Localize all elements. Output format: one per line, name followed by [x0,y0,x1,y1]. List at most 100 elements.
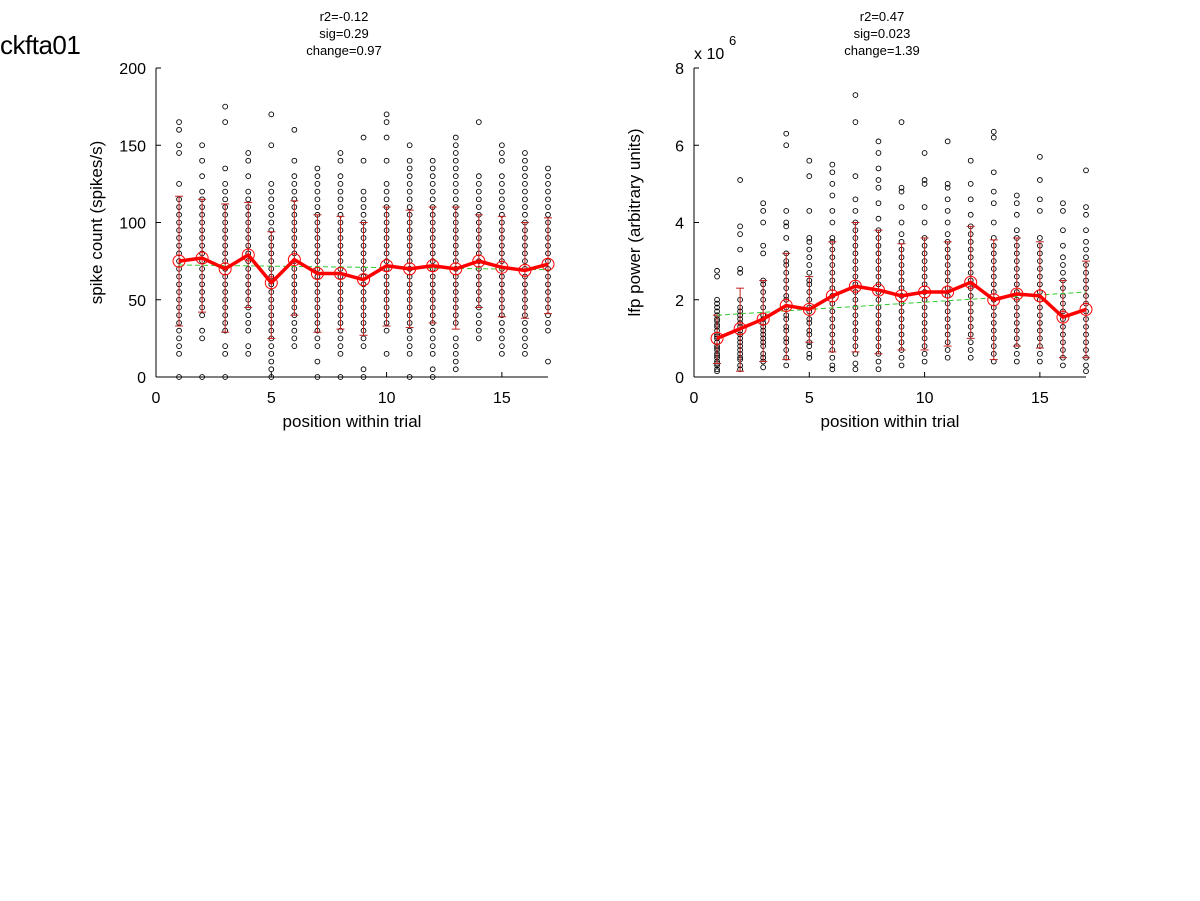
raw-data-point [967,211,974,218]
raw-data-point [176,142,182,149]
raw-data-point [875,165,882,172]
raw-data-point [314,374,321,380]
raw-data-point [268,343,275,349]
y-tick-label: 0 [675,370,684,387]
raw-data-point [499,188,505,195]
raw-data-point [783,208,790,214]
mean-marker [218,262,232,276]
stat-line: change=1.39 [844,43,920,58]
raw-data-point [268,374,275,380]
raw-data-point [314,188,321,195]
raw-data-point [1060,200,1066,207]
raw-data-point [291,173,298,180]
raw-data-point [314,204,321,210]
mean-marker [357,273,371,287]
mean-marker [426,259,440,273]
raw-data-point [222,119,229,125]
chart-panel-1: 0 50 100 150 200 0 5 10 15 position within trial s… [87,9,555,431]
raw-data-point [406,350,413,357]
raw-data-point [452,188,459,195]
raw-data-point [760,364,767,371]
mean-marker [964,275,978,289]
mean-marker [918,285,932,299]
raw-data-point [921,219,928,226]
mean-marker [733,322,747,336]
raw-data-point [875,358,882,365]
raw-data-point [406,157,413,164]
raw-data-point [806,157,813,164]
raw-data-point [737,269,743,276]
raw-data-point [806,173,813,180]
raw-data-point [1083,167,1089,174]
raw-data-point [337,196,344,203]
raw-data-point [806,269,813,276]
mean-marker [333,266,347,280]
mean-marker [472,254,486,268]
raw-data-point [314,335,321,342]
raw-data-point [429,165,436,172]
y-exponent-label: x 10 [694,46,724,63]
mean-marker [848,279,862,293]
raw-data-point [199,312,205,319]
raw-data-point [714,308,720,315]
raw-data-point [522,335,528,342]
raw-data-point [1083,246,1089,253]
mean-marker [380,259,394,273]
raw-data-point [1083,227,1089,234]
raw-data-point [1060,242,1066,249]
raw-data-point [875,177,882,183]
x-tick-label: 5 [805,390,814,407]
raw-data-point [383,327,390,334]
y-axis-label: spike count (spikes/s) [87,141,106,304]
mean-marker [518,263,532,277]
raw-data-point [176,119,182,125]
y-tick-label: 50 [128,293,146,310]
raw-data-point [245,173,252,180]
raw-data-point [176,150,182,156]
raw-data-point [475,327,482,334]
raw-data-point [199,374,205,380]
raw-data-point [291,320,298,326]
raw-data-point [499,142,505,149]
raw-data-point [852,173,859,180]
raw-data-point [268,211,275,218]
raw-data-point [1083,211,1089,218]
raw-data-point [314,196,321,203]
raw-data-point [714,300,720,307]
raw-data-point [475,320,482,326]
x-tick-label: 5 [267,390,276,407]
raw-data-point [452,173,459,180]
stat-line: r2=0.47 [860,9,904,24]
raw-data-point [176,343,182,349]
y-tick-label: 6 [675,138,684,155]
raw-data-point [337,335,344,342]
raw-data-point [806,254,813,261]
raw-data-point [199,188,205,195]
raw-data-point [944,347,951,353]
raw-data-point [967,157,974,164]
raw-data-point [314,165,321,172]
raw-data-point [1037,196,1043,203]
raw-data-point [406,196,413,203]
raw-data-point [475,335,482,342]
raw-data-point [545,204,551,210]
raw-data-point [990,128,997,135]
raw-data-point [199,142,205,149]
raw-data-point [714,366,720,373]
raw-data-point [990,188,997,195]
stat-line: sig=0.023 [854,26,911,41]
raw-data-point [522,327,528,334]
raw-data-point [783,130,790,137]
mean-marker [871,283,885,297]
raw-data-point [522,188,528,195]
raw-data-point [829,208,836,214]
raw-data-point [990,219,997,226]
raw-data-point [499,343,505,349]
mean-marker [756,312,770,326]
raw-data-point [1013,192,1020,199]
raw-data-point [898,184,905,191]
raw-data-point [499,327,505,334]
raw-data-point [783,223,790,230]
raw-data-point [944,196,951,203]
raw-data-point [268,204,275,210]
